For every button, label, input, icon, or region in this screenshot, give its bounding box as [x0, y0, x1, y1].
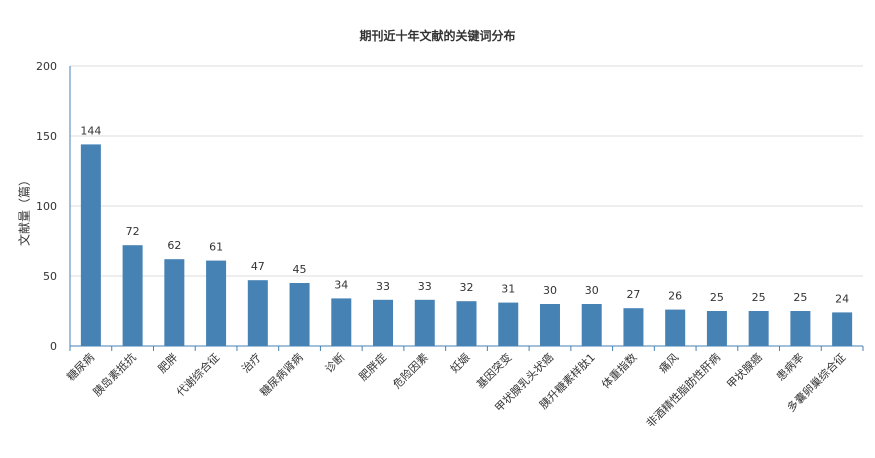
x-tick-label: 肥胖症 [356, 350, 389, 383]
bar[interactable] [206, 260, 227, 346]
x-tick-label: 诊断 [322, 350, 347, 375]
bar-value-label: 24 [835, 292, 849, 305]
x-tick-label: 妊娠 [447, 350, 472, 375]
bar[interactable] [331, 298, 352, 346]
bar-value-label: 31 [501, 283, 515, 296]
bar[interactable] [748, 311, 769, 346]
bar[interactable] [414, 299, 435, 346]
bar-value-label: 72 [126, 225, 140, 238]
chart-title: 期刊近十年文献的关键词分布 [359, 29, 516, 43]
bar-value-label: 33 [418, 280, 432, 293]
bar[interactable] [832, 312, 853, 346]
bar[interactable] [498, 302, 519, 346]
bar[interactable] [706, 311, 727, 346]
bar[interactable] [790, 311, 811, 346]
bar[interactable] [665, 309, 686, 346]
x-tick-label: 胰岛素抵抗 [90, 350, 139, 399]
x-tick-label: 痛风 [656, 350, 681, 375]
y-tick-label: 50 [43, 270, 57, 283]
x-tick-label: 甲状腺癌 [724, 350, 765, 391]
y-tick-label: 200 [36, 60, 57, 73]
bar-value-label: 144 [80, 124, 101, 137]
x-tick-label: 糖尿病 [64, 350, 97, 383]
y-tick-label: 0 [50, 340, 57, 353]
bar-value-label: 30 [543, 284, 557, 297]
bar-value-label: 26 [668, 290, 682, 303]
bar-value-label: 25 [793, 291, 807, 304]
x-tick-label: 基因突变 [473, 350, 514, 391]
x-tick-label: 治疗 [238, 350, 263, 375]
x-tick-label: 非酒精性脂肪性肝病 [643, 350, 723, 430]
x-tick-label: 患病率 [773, 350, 806, 383]
bar[interactable] [122, 245, 143, 346]
bar[interactable] [539, 304, 560, 346]
x-tick-label: 体重指数 [599, 350, 640, 391]
x-tick-label: 肥胖 [156, 351, 181, 376]
bar-value-label: 30 [585, 284, 599, 297]
bar-value-label: 25 [710, 291, 724, 304]
x-tick-label: 糖尿病肾病 [257, 350, 306, 399]
bar[interactable] [80, 144, 101, 346]
bar-value-label: 61 [209, 241, 223, 254]
bar-value-label: 32 [460, 281, 474, 294]
bar-value-label: 33 [376, 280, 390, 293]
y-tick-label: 150 [36, 130, 57, 143]
bar-value-label: 47 [251, 260, 265, 273]
bar[interactable] [373, 299, 394, 346]
bar-value-label: 62 [167, 239, 181, 252]
bar[interactable] [164, 259, 185, 346]
bar-value-label: 45 [293, 263, 307, 276]
bar-value-label: 27 [626, 288, 640, 301]
bar[interactable] [289, 283, 310, 346]
y-tick-label: 100 [36, 200, 57, 213]
bar[interactable] [456, 301, 477, 346]
bar[interactable] [581, 304, 602, 346]
x-tick-label: 危险因素 [390, 350, 431, 391]
bar[interactable] [623, 308, 644, 346]
bar[interactable] [247, 280, 268, 346]
x-tick-label: 代谢综合征 [173, 350, 222, 399]
bar-value-label: 25 [752, 291, 766, 304]
bar-value-label: 34 [334, 278, 348, 291]
